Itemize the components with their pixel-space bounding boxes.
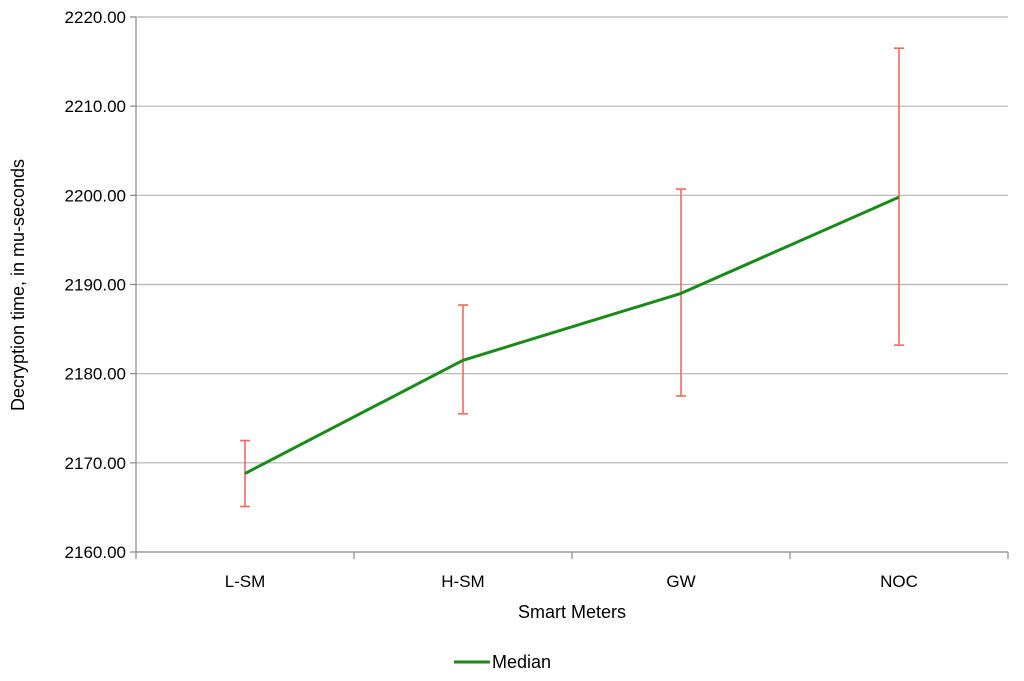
y-axis-title: Decryption time, in mu-seconds xyxy=(8,159,28,411)
y-tick-label: 2180.00 xyxy=(65,365,126,384)
error-bars xyxy=(240,47,904,508)
y-tick-label: 2210.00 xyxy=(65,97,126,116)
axes xyxy=(130,16,1009,559)
x-axis-title: Smart Meters xyxy=(518,602,626,622)
series-line-median xyxy=(244,195,900,475)
y-tick-label: 2220.00 xyxy=(65,8,126,27)
y-tick-label: 2200.00 xyxy=(65,186,126,205)
x-tick-label: H-SM xyxy=(441,572,484,591)
y-axis-tick-labels: 2160.00 2170.00 2180.00 2190.00 2200.00 2210.… xyxy=(65,8,126,562)
y-tick-label: 2160.00 xyxy=(65,543,126,562)
y-tick-label: 2170.00 xyxy=(65,454,126,473)
series-lines xyxy=(244,195,900,475)
x-tick-label: L-SM xyxy=(225,572,266,591)
gridlines xyxy=(136,16,1008,464)
x-axis-tick-labels: L-SM H-SM GW NOC xyxy=(225,572,918,591)
legend: Median xyxy=(454,652,551,672)
legend-label-median: Median xyxy=(492,652,551,672)
error-bar xyxy=(894,47,904,346)
x-tick-label: GW xyxy=(666,572,695,591)
y-tick-label: 2190.00 xyxy=(65,276,126,295)
x-tick-label: NOC xyxy=(880,572,918,591)
